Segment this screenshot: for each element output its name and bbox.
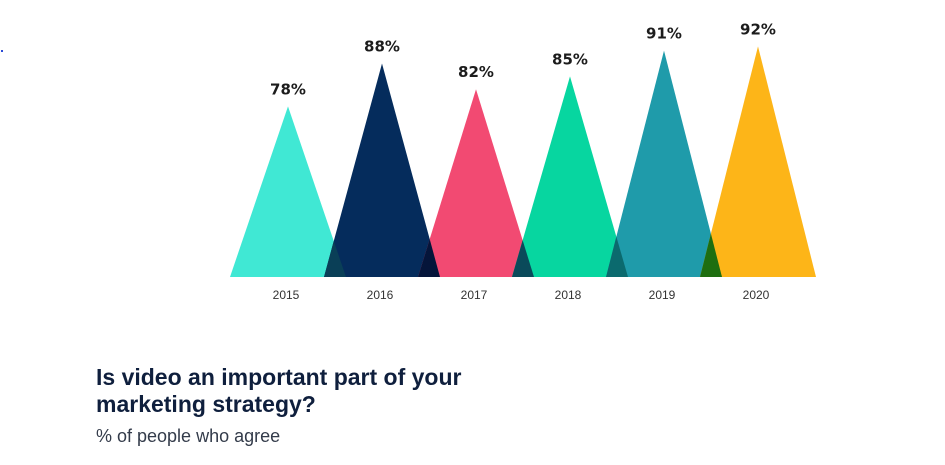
value-labels: 78% 88% 82% 85% 91% 92%: [270, 20, 776, 98]
x-tick-labels: 2015 2016 2017 2018 2019 2020: [273, 288, 770, 302]
x-tick-2015: 2015: [273, 288, 300, 302]
overlap-2018-2019: [606, 236, 628, 277]
value-label-2017: 82%: [458, 63, 494, 81]
overlap-2017-2018: [512, 240, 534, 277]
x-tick-2018: 2018: [555, 288, 582, 302]
chart-caption: Is video an important part of your marke…: [96, 364, 796, 447]
value-label-2018: 85%: [552, 50, 588, 68]
value-label-2015: 78%: [270, 80, 306, 98]
value-label-2016: 88%: [364, 38, 400, 56]
stray-dot: [1, 50, 3, 52]
triangle-2019: [606, 50, 722, 277]
value-label-2019: 91%: [646, 25, 682, 43]
x-tick-2017: 2017: [461, 288, 488, 302]
overlap-2016-2017: [418, 239, 440, 277]
value-label-2020: 92%: [740, 20, 776, 38]
triangle-chart: 78%88%82%85%91% 92% 2015 2016 2017 2018 2019 2…: [230, 20, 816, 302]
x-tick-2019: 2019: [649, 288, 676, 302]
overlap-2019-2020: [700, 233, 722, 277]
chart-subtitle: % of people who agree: [96, 426, 281, 446]
triangle-marks: [230, 46, 816, 277]
triangle-2018: [512, 76, 628, 277]
overlap-marks: [324, 233, 722, 277]
x-tick-2020: 2020: [743, 288, 770, 302]
triangle-2015: [230, 106, 346, 277]
overlap-2015-2016: [324, 241, 346, 277]
chart-title: Is video an important part of your marke…: [96, 364, 462, 417]
triangle-2017: [418, 89, 534, 277]
x-tick-2016: 2016: [367, 288, 394, 302]
triangle-2020: [700, 46, 816, 277]
triangle-2016: [324, 63, 440, 277]
